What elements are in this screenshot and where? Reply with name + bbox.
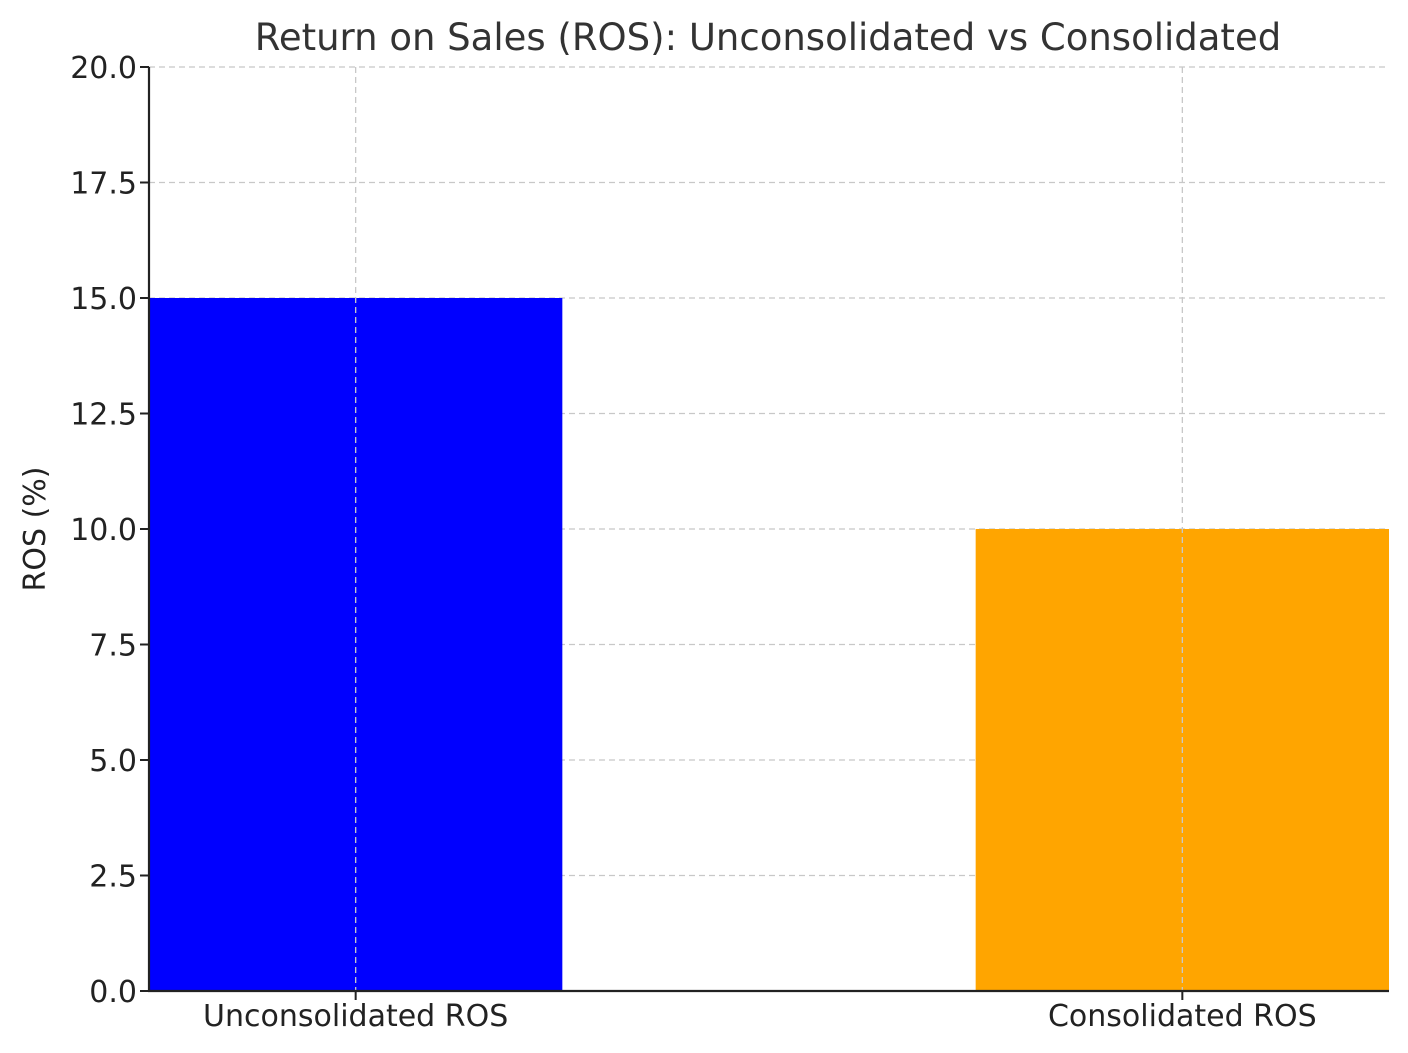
bars (149, 67, 1389, 991)
y-tick-label: 10.0 (70, 513, 137, 548)
y-tick-label: 12.5 (70, 398, 137, 433)
x-tick-label: Consolidated ROS (1048, 999, 1317, 1034)
chart-title: Return on Sales (ROS): Unconsolidated vs… (255, 16, 1281, 59)
y-tick-label: 2.5 (89, 860, 137, 895)
y-axis-label: ROS (%) (18, 467, 53, 592)
y-tick-label: 15.0 (70, 282, 137, 317)
y-tick-label: 5.0 (89, 744, 137, 779)
bar (149, 298, 563, 991)
x-tick-label: Unconsolidated ROS (203, 999, 508, 1034)
y-tick-label: 0.0 (89, 975, 137, 1010)
y-tick-label: 17.5 (70, 167, 137, 202)
ticks: 0.0 2.5 5.0 7.5 10.0 12.5 15.0 17.5 20.0 Unconsol… (70, 51, 1316, 1034)
y-tick-label: 20.0 (70, 51, 137, 86)
y-tick-label: 7.5 (89, 629, 137, 664)
